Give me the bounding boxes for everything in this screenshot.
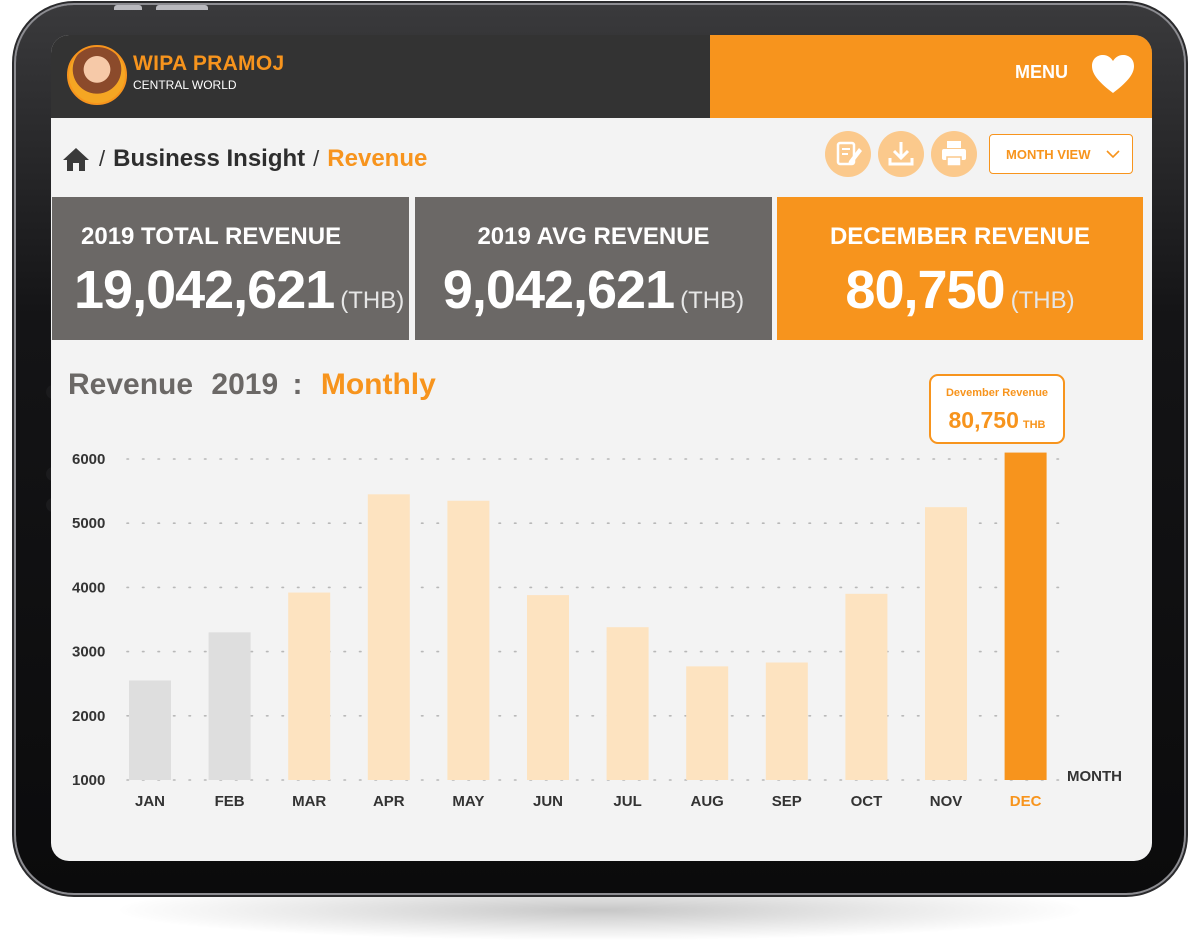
y-tick-label: 5000 [72, 515, 105, 532]
bar-apr [367, 494, 410, 780]
bar-aug [686, 666, 729, 780]
december-revenue-card: DECEMBER REVENUE 80,750 (THB) [777, 197, 1143, 340]
bar-may [447, 500, 490, 780]
month-view-select[interactable]: MONTH VIEW [989, 134, 1133, 174]
card-unit: (THB) [340, 287, 405, 314]
card-value-line: 19,042,621 (THB) [74, 259, 414, 321]
device-button [114, 5, 142, 10]
chart-title-part: Revenue [68, 368, 194, 401]
x-tick-label: AUG [691, 793, 724, 810]
card-unit: (THB) [1010, 287, 1075, 314]
view-select-label: MONTH VIEW [1006, 146, 1091, 162]
bar-jun [527, 595, 569, 780]
x-tick-label: FEB [215, 793, 245, 810]
card-value: 19,042,621 [74, 260, 335, 320]
card-title: DECEMBER REVENUE [829, 223, 1091, 250]
print-icon [942, 141, 966, 167]
home-icon[interactable] [61, 145, 91, 173]
menu-bar: MENU [710, 35, 1152, 118]
x-tick-label: JUN [533, 793, 563, 810]
card-value-line: 80,750 (THB) [777, 259, 1143, 321]
x-tick-label: DEC [1010, 793, 1042, 810]
bar-feb [208, 632, 251, 780]
x-axis-label: MONTH [1067, 768, 1122, 785]
y-tick-label: 4000 [72, 579, 105, 596]
card-unit: (THB) [680, 287, 745, 314]
card-value: 9,042,621 [442, 260, 675, 320]
y-tick-label: 2000 [72, 708, 105, 725]
avg-revenue-card: 2019 AVG REVENUE 9,042,621 (THB) [415, 197, 772, 340]
total-revenue-card: 2019 TOTAL REVENUE 19,042,621 (THB) [52, 197, 409, 340]
bar-oct [845, 593, 888, 780]
card-value: 80,750 [845, 260, 1005, 320]
avatar[interactable] [67, 45, 127, 105]
user-name: WIPA PRAMOJ [133, 52, 285, 75]
x-tick-label: JAN [135, 793, 165, 810]
y-tick-label: 6000 [72, 451, 105, 468]
bar-sep [765, 662, 808, 780]
bar-mar [288, 592, 331, 780]
callout-value: 80,750 [948, 407, 1019, 433]
card-title: 2019 AVG REVENUE [477, 223, 710, 250]
x-tick-label: JUL [613, 793, 641, 810]
bar-dec [1004, 452, 1047, 780]
callout-unit: THB [1022, 419, 1046, 431]
user-location: CENTRAL WORLD [133, 78, 237, 92]
x-tick-label: OCT [851, 793, 883, 810]
chart-title-separator: : [292, 368, 303, 401]
heart-icon[interactable] [1090, 53, 1136, 95]
print-button[interactable] [931, 131, 977, 177]
chart-title: Revenue 2019 : Monthly [68, 368, 436, 402]
chart-title-year: 2019 [211, 368, 279, 401]
breadcrumb-section[interactable]: Business Insight [113, 145, 306, 172]
bar-jul [606, 627, 649, 780]
card-value-line: 9,042,621 (THB) [415, 259, 772, 321]
card-title: 2019 TOTAL REVENUE [81, 223, 342, 250]
bar-nov [925, 507, 967, 780]
app-screen: WIPA PRAMOJ CENTRAL WORLD MENU / Busines… [51, 35, 1152, 861]
bar-jan [129, 680, 171, 780]
breadcrumb-separator: / [313, 146, 320, 171]
download-button[interactable] [878, 131, 924, 177]
x-tick-label: NOV [930, 793, 963, 810]
device-button [156, 5, 208, 10]
highlight-callout: Devember Revenue 80,750 THB [929, 374, 1065, 444]
breadcrumb: / Business Insight / Revenue [61, 143, 427, 175]
menu-label[interactable]: MENU [1015, 62, 1068, 82]
breadcrumb-separator: / [99, 146, 106, 171]
download-icon [888, 142, 914, 166]
x-tick-label: APR [373, 793, 405, 810]
y-tick-label: 1000 [72, 772, 105, 789]
edit-button[interactable] [825, 131, 871, 177]
x-tick-label: SEP [772, 793, 802, 810]
chart-title-period: Monthly [320, 368, 436, 401]
callout-value-line: 80,750 THB [931, 407, 1063, 434]
revenue-bar-chart: 1000 2000 3000 4000 5000 6000 JAN FEB MAR APR MAY J… [72, 451, 1122, 810]
top-bar: WIPA PRAMOJ CENTRAL WORLD MENU [51, 35, 1152, 118]
edit-icon [836, 141, 862, 166]
chevron-down-icon [1106, 150, 1120, 159]
callout-label: Devember Revenue [945, 387, 1049, 399]
x-tick-label: MAY [452, 793, 484, 810]
x-tick-label: MAR [292, 793, 326, 810]
y-tick-label: 3000 [72, 644, 105, 661]
breadcrumb-current: Revenue [327, 145, 428, 172]
